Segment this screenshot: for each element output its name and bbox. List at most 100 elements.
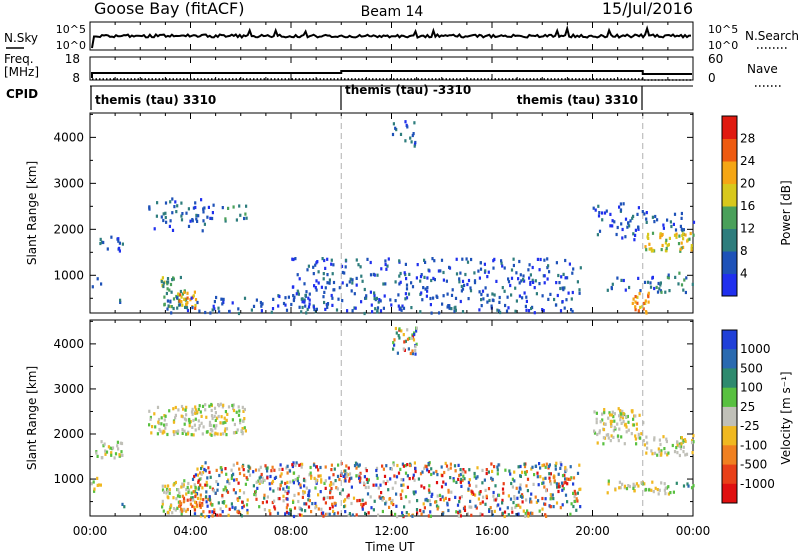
velocity-cell (552, 497, 555, 501)
velocity-cell (224, 410, 227, 414)
power-cell (423, 258, 426, 262)
velocity-cell (570, 476, 573, 480)
velocity-cell (613, 419, 616, 423)
power-colorbar-swatch (722, 273, 737, 297)
velocity-cell (637, 432, 640, 436)
velocity-cell (645, 435, 648, 439)
power-cell (164, 201, 168, 205)
power-cell (677, 282, 680, 286)
velocity-cell (332, 473, 335, 477)
velocity-cell (177, 500, 180, 504)
velocity-cell (228, 481, 231, 486)
power-cell (398, 282, 401, 286)
velocity-cell (678, 444, 681, 448)
velocity-cell (532, 482, 535, 486)
power-cell (172, 297, 176, 301)
power-cell (169, 219, 172, 223)
velocity-cell (289, 480, 292, 484)
power-cell (322, 272, 325, 276)
velocity-cell (529, 497, 532, 501)
velocity-cell (667, 485, 670, 489)
velocity-cell (266, 495, 269, 499)
velocity-cell (287, 490, 290, 494)
x-tick-label: 00:00 (676, 524, 711, 538)
velocity-cell (243, 473, 246, 477)
power-cell (450, 293, 454, 297)
power-cell (681, 233, 684, 238)
power-cell (397, 293, 400, 297)
velocity-cell (449, 466, 452, 470)
velocity-cell (609, 419, 612, 423)
velocity-cell (542, 463, 545, 467)
power-cell (515, 271, 518, 275)
power-cell (507, 280, 511, 284)
velocity-colorbar-swatch (722, 426, 737, 446)
velocity-cell (193, 505, 196, 509)
power-cell (359, 265, 362, 269)
velocity-cell (487, 487, 491, 491)
power-cell (118, 246, 121, 250)
power-cell (202, 207, 205, 211)
power-cell (674, 275, 677, 279)
velocity-cell (337, 463, 340, 467)
power-cell (292, 294, 295, 298)
velocity-cell (294, 463, 297, 467)
velocity-cell (545, 514, 548, 518)
velocity-colorbar-tick-label: 500 (740, 361, 763, 375)
velocity-cell (530, 467, 533, 471)
velocity-cell (614, 488, 617, 492)
velocity-cell (537, 499, 540, 503)
velocity-cell (479, 512, 482, 516)
power-cell (482, 297, 485, 301)
power-cell (332, 288, 335, 292)
power-cell (624, 235, 627, 239)
velocity-cell (526, 477, 530, 481)
velocity-cell (328, 512, 331, 516)
velocity-cell (460, 484, 463, 488)
power-cell (301, 305, 304, 310)
velocity-cell (607, 416, 610, 420)
velocity-cell (415, 342, 418, 346)
power-cell (662, 223, 665, 227)
velocity-cell (690, 486, 694, 490)
velocity-cell (198, 504, 202, 508)
velocity-cell (647, 488, 651, 492)
velocity-cell (517, 512, 520, 516)
velocity-cell (569, 465, 572, 469)
power-cell (218, 310, 221, 314)
power-cell (541, 294, 544, 298)
velocity-cell (334, 503, 337, 507)
power-cell (164, 215, 167, 220)
velocity-cell (160, 422, 163, 426)
power-cell (579, 266, 582, 270)
power-cell (324, 286, 327, 290)
velocity-cell (637, 436, 640, 440)
power-cell (176, 204, 179, 208)
power-cell (413, 121, 416, 125)
velocity-cell (158, 427, 161, 432)
velocity-cell (426, 499, 429, 503)
velocity-cell (192, 490, 195, 494)
velocity-cell (449, 476, 452, 480)
velocity-cell (613, 425, 616, 429)
velocity-cell (200, 414, 203, 418)
power-cell (659, 232, 662, 236)
power-cell (619, 202, 622, 206)
velocity-cell (479, 490, 482, 494)
power-cell (366, 257, 369, 261)
velocity-cell (100, 440, 103, 444)
power-cell (272, 297, 275, 301)
velocity-cell (205, 490, 208, 494)
power-cell (636, 301, 639, 305)
power-cell (480, 292, 483, 297)
power-cell (328, 278, 331, 282)
velocity-cell (388, 497, 392, 501)
velocity-cell (414, 490, 417, 494)
x-tick-label: 00:00 (73, 524, 108, 538)
power-cell (510, 293, 513, 297)
velocity-cell (336, 511, 340, 515)
power-cell (447, 304, 450, 308)
velocity-cell (542, 481, 545, 485)
power-cell (377, 300, 380, 304)
power-cell (314, 263, 317, 267)
